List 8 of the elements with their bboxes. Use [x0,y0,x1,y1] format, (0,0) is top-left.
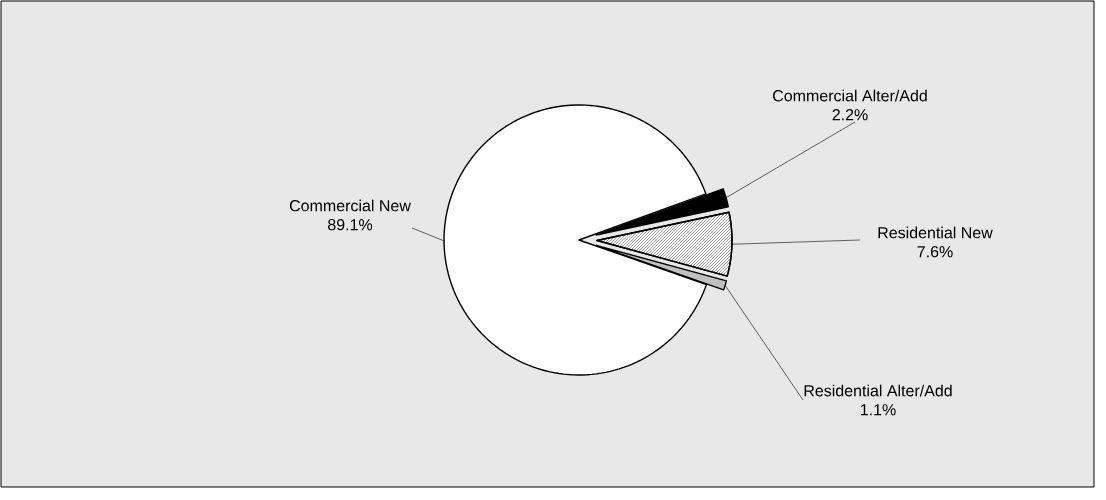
data-label: 2.2% [832,109,868,121]
data-label: 7.6% [917,246,953,258]
slice-label: Residential Alter/Add [804,384,952,397]
data-label: 89.1% [328,219,373,231]
slice-label: Commercial New [289,199,411,212]
slice-label: Commercial Alter/Add [773,89,927,102]
slice-label: Residential New [878,226,993,239]
data-label: 1.1% [860,404,896,416]
